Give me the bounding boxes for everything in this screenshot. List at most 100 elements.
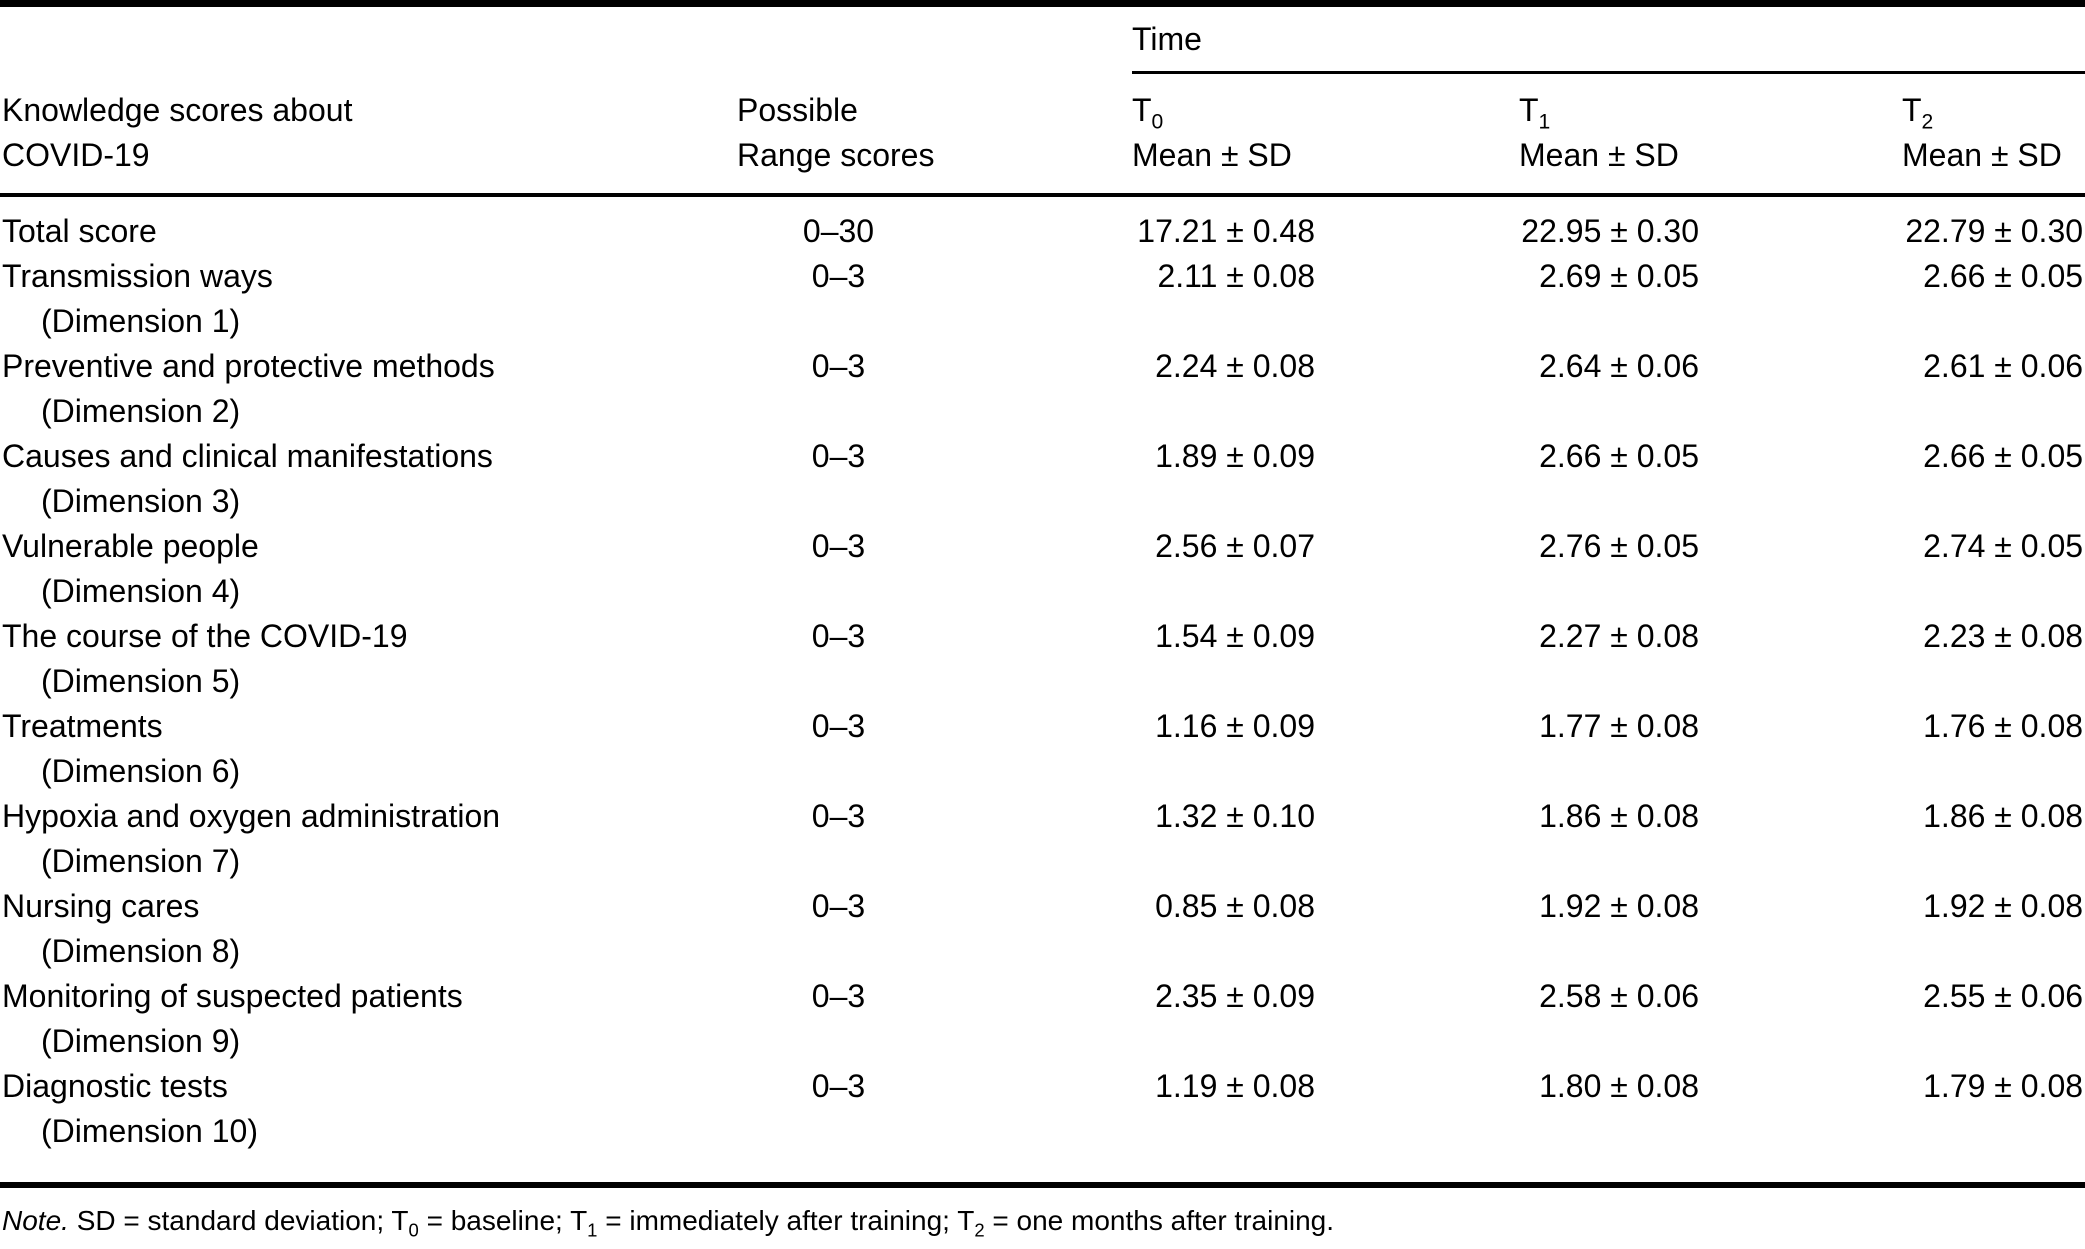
time-header: Time (1132, 3, 2085, 74)
t1-value: 22.95 ± 0.30 (1521, 212, 1699, 249)
table-row-dimension-5: The course of the COVID-19 (Dimension 5)… (0, 614, 2085, 704)
t0-value: 2.11 ± 0.08 (1157, 257, 1315, 294)
t0-value: 1.54 ± 0.09 (1155, 617, 1315, 654)
knowledge-scores-header-line2: COVID-19 (2, 136, 150, 173)
possible-range-header: Possible Range scores (737, 72, 1132, 197)
row-label: Total score (2, 212, 157, 249)
table-row-dimension-1: Transmission ways (Dimension 1) 0–3 2.11… (0, 254, 2085, 344)
row-label-cell: Total score (0, 195, 737, 254)
row-label: The course of the COVID-19 (2, 617, 408, 654)
row-label-cell: Preventive and protective methods (Dimen… (0, 344, 737, 434)
t0-value: 1.89 ± 0.09 (1155, 437, 1315, 474)
note-t1-subscript: 1 (587, 1219, 598, 1241)
row-sublabel: (Dimension 2) (41, 392, 241, 429)
note-t0-subscript: 0 (408, 1219, 419, 1241)
t0-value: 1.32 ± 0.10 (1155, 797, 1315, 834)
row-label: Vulnerable people (2, 527, 259, 564)
t2-value: 1.92 ± 0.08 (1923, 887, 2084, 924)
t1-value: 2.58 ± 0.06 (1539, 977, 1699, 1014)
row-sublabel: (Dimension 1) (41, 302, 241, 339)
range-cell: 0–3 (811, 347, 866, 384)
row-label: Hypoxia and oxygen administration (2, 797, 501, 834)
t2-value: 2.55 ± 0.06 (1923, 977, 2084, 1014)
note-t2-subscript: 2 (974, 1219, 985, 1241)
range-cell: 0–3 (811, 1067, 866, 1104)
t1-value: 1.86 ± 0.08 (1539, 797, 1699, 834)
row-label: Treatments (2, 707, 163, 744)
t2-value: 1.79 ± 0.08 (1923, 1067, 2084, 1104)
row-sublabel: (Dimension 6) (41, 752, 241, 789)
t2-value: 2.74 ± 0.05 (1923, 527, 2084, 564)
t1-value: 2.76 ± 0.05 (1539, 527, 1699, 564)
possible-range-header-line1: Possible (737, 91, 858, 128)
time-spanner-row: Time (0, 3, 2085, 74)
range-cell: 0–3 (811, 257, 866, 294)
column-header-row: Knowledge scores about COVID-19 Possible… (0, 72, 2085, 197)
row-sublabel: (Dimension 4) (41, 572, 241, 609)
table-row-dimension-3: Causes and clinical manifestations (Dime… (0, 434, 2085, 524)
knowledge-scores-header: Knowledge scores about COVID-19 (0, 72, 737, 197)
table-row-dimension-9: Monitoring of suspected patients (Dimens… (0, 974, 2085, 1064)
row-label-cell: Causes and clinical manifestations (Dime… (0, 434, 737, 524)
range-cell: 0–3 (811, 977, 866, 1014)
row-sublabel: (Dimension 7) (41, 842, 241, 879)
t1-value: 2.27 ± 0.08 (1539, 617, 1699, 654)
table-row-dimension-4: Vulnerable people (Dimension 4) 0–3 2.56… (0, 524, 2085, 614)
knowledge-scores-header-line1: Knowledge scores about (2, 91, 353, 128)
row-label: Monitoring of suspected patients (2, 977, 463, 1014)
table-row-total-score: Total score 0–30 17.21 ± 0.48 22.95 ± 0.… (0, 195, 2085, 254)
empty-header-cell (0, 4, 1132, 73)
t0-value: 2.35 ± 0.09 (1155, 977, 1315, 1014)
range-cell: 0–3 (811, 437, 866, 474)
range-cell: 0–30 (802, 212, 875, 249)
note-text-1: SD = standard deviation; T (68, 1204, 409, 1236)
t2-value: 1.76 ± 0.08 (1923, 707, 2084, 744)
row-label-cell: Vulnerable people (Dimension 4) (0, 524, 737, 614)
t2-symbol: T2 (1902, 91, 1934, 133)
t0-subscript: 0 (1151, 109, 1164, 133)
t0-value: 2.56 ± 0.07 (1155, 527, 1315, 564)
t2-value: 2.66 ± 0.05 (1923, 257, 2084, 294)
t2-value: 22.79 ± 0.30 (1905, 212, 2084, 249)
row-label: Causes and clinical manifestations (2, 437, 493, 474)
t0-value: 1.16 ± 0.09 (1155, 707, 1315, 744)
range-cell: 0–3 (811, 797, 866, 834)
t0-value: 2.24 ± 0.08 (1155, 347, 1315, 384)
row-sublabel: (Dimension 10) (41, 1112, 258, 1149)
table-row-dimension-6: Treatments (Dimension 6) 0–3 1.16 ± 0.09… (0, 704, 2085, 794)
t1-value: 1.77 ± 0.08 (1539, 707, 1699, 744)
row-sublabel: (Dimension 8) (41, 932, 241, 969)
row-label: Diagnostic tests (2, 1067, 228, 1104)
t2-value: 2.66 ± 0.05 (1923, 437, 2084, 474)
row-label-cell: Nursing cares (Dimension 8) (0, 884, 737, 974)
range-cell: 0–3 (811, 617, 866, 654)
t1-symbol: T1 (1519, 91, 1551, 133)
row-label-cell: Diagnostic tests (Dimension 10) (0, 1064, 737, 1185)
range-cell: 0–3 (811, 527, 866, 564)
t1-column-header: T1 Mean ± SD (1519, 72, 1902, 197)
note-text-3: = immediately after training; T (597, 1204, 975, 1236)
t0-value: 17.21 ± 0.48 (1137, 212, 1315, 249)
table-row-dimension-8: Nursing cares (Dimension 8) 0–3 0.85 ± 0… (0, 884, 2085, 974)
row-sublabel: (Dimension 9) (41, 1022, 241, 1059)
t1-value: 2.66 ± 0.05 (1539, 437, 1699, 474)
table-row-dimension-2: Preventive and protective methods (Dimen… (0, 344, 2085, 434)
note-text-2: = baseline; T (418, 1204, 588, 1236)
t1-value: 1.80 ± 0.08 (1539, 1067, 1699, 1104)
t0-value: 1.19 ± 0.08 (1155, 1067, 1315, 1104)
t2-value: 2.61 ± 0.06 (1923, 347, 2084, 384)
t2-column-header: T2 Mean ± SD (1902, 72, 2085, 197)
possible-range-header-line2: Range scores (737, 136, 935, 173)
t2-mean-sd-label: Mean ± SD (1902, 136, 2062, 173)
t1-subscript: 1 (1538, 109, 1551, 133)
t2-subscript: 2 (1921, 109, 1934, 133)
knowledge-scores-table: Time Knowledge scores about COVID-19 Pos… (0, 0, 2085, 1188)
row-label: Preventive and protective methods (2, 347, 495, 384)
row-label-cell: Transmission ways (Dimension 1) (0, 254, 737, 344)
range-cell: 0–3 (811, 887, 866, 924)
t0-mean-sd-label: Mean ± SD (1132, 136, 1292, 173)
row-sublabel: (Dimension 3) (41, 482, 241, 519)
row-label: Nursing cares (2, 887, 200, 924)
row-label-cell: Hypoxia and oxygen administration (Dimen… (0, 794, 737, 884)
